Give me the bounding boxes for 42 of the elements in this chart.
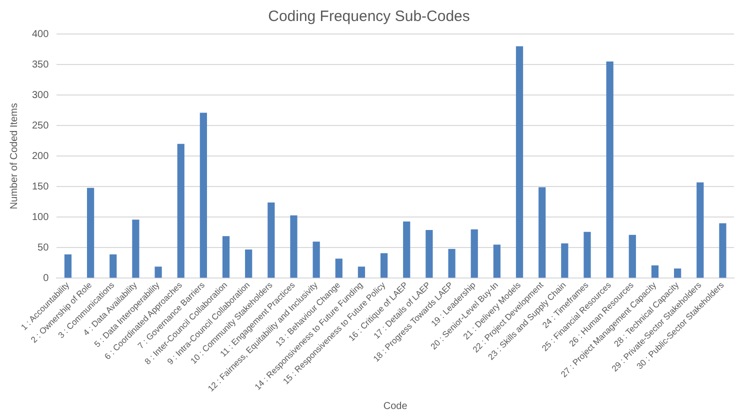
bar xyxy=(64,254,72,278)
bar xyxy=(628,234,636,278)
bar xyxy=(651,265,659,278)
bar xyxy=(516,46,524,278)
y-tick-label: 200 xyxy=(32,150,50,162)
bar xyxy=(448,248,456,278)
chart-title: Coding Frequency Sub-Codes xyxy=(268,8,470,26)
y-tick-label: 400 xyxy=(32,28,50,40)
bar xyxy=(426,230,433,278)
bar xyxy=(290,215,298,278)
bar xyxy=(696,182,704,278)
y-tick-label: 100 xyxy=(32,212,50,223)
y-tick-label: 250 xyxy=(32,120,50,132)
bar xyxy=(470,229,478,278)
bar xyxy=(132,220,140,278)
bar xyxy=(403,221,410,278)
bar xyxy=(335,258,342,278)
bar xyxy=(719,223,726,278)
bar xyxy=(674,268,682,278)
bar xyxy=(268,202,275,278)
bar xyxy=(86,188,94,278)
bar xyxy=(312,242,320,278)
bar xyxy=(584,232,591,278)
bar xyxy=(493,244,500,278)
bar xyxy=(200,112,207,278)
bar xyxy=(380,253,388,278)
y-tick-label: 150 xyxy=(32,181,50,192)
bar xyxy=(177,144,184,278)
bar xyxy=(110,254,117,278)
bar xyxy=(222,236,230,278)
bar xyxy=(245,250,252,278)
bar xyxy=(358,266,366,278)
x-axis-title: Code xyxy=(383,400,408,412)
y-tick-label: 0 xyxy=(43,272,50,284)
y-tick-label: 50 xyxy=(38,242,50,254)
bar xyxy=(561,243,568,278)
bar xyxy=(154,266,162,278)
y-tick-label: 350 xyxy=(32,59,50,70)
bar xyxy=(538,187,546,278)
bar xyxy=(606,61,614,278)
y-axis-title: Number of Coded Items xyxy=(8,103,20,210)
y-tick-label: 300 xyxy=(32,90,50,101)
